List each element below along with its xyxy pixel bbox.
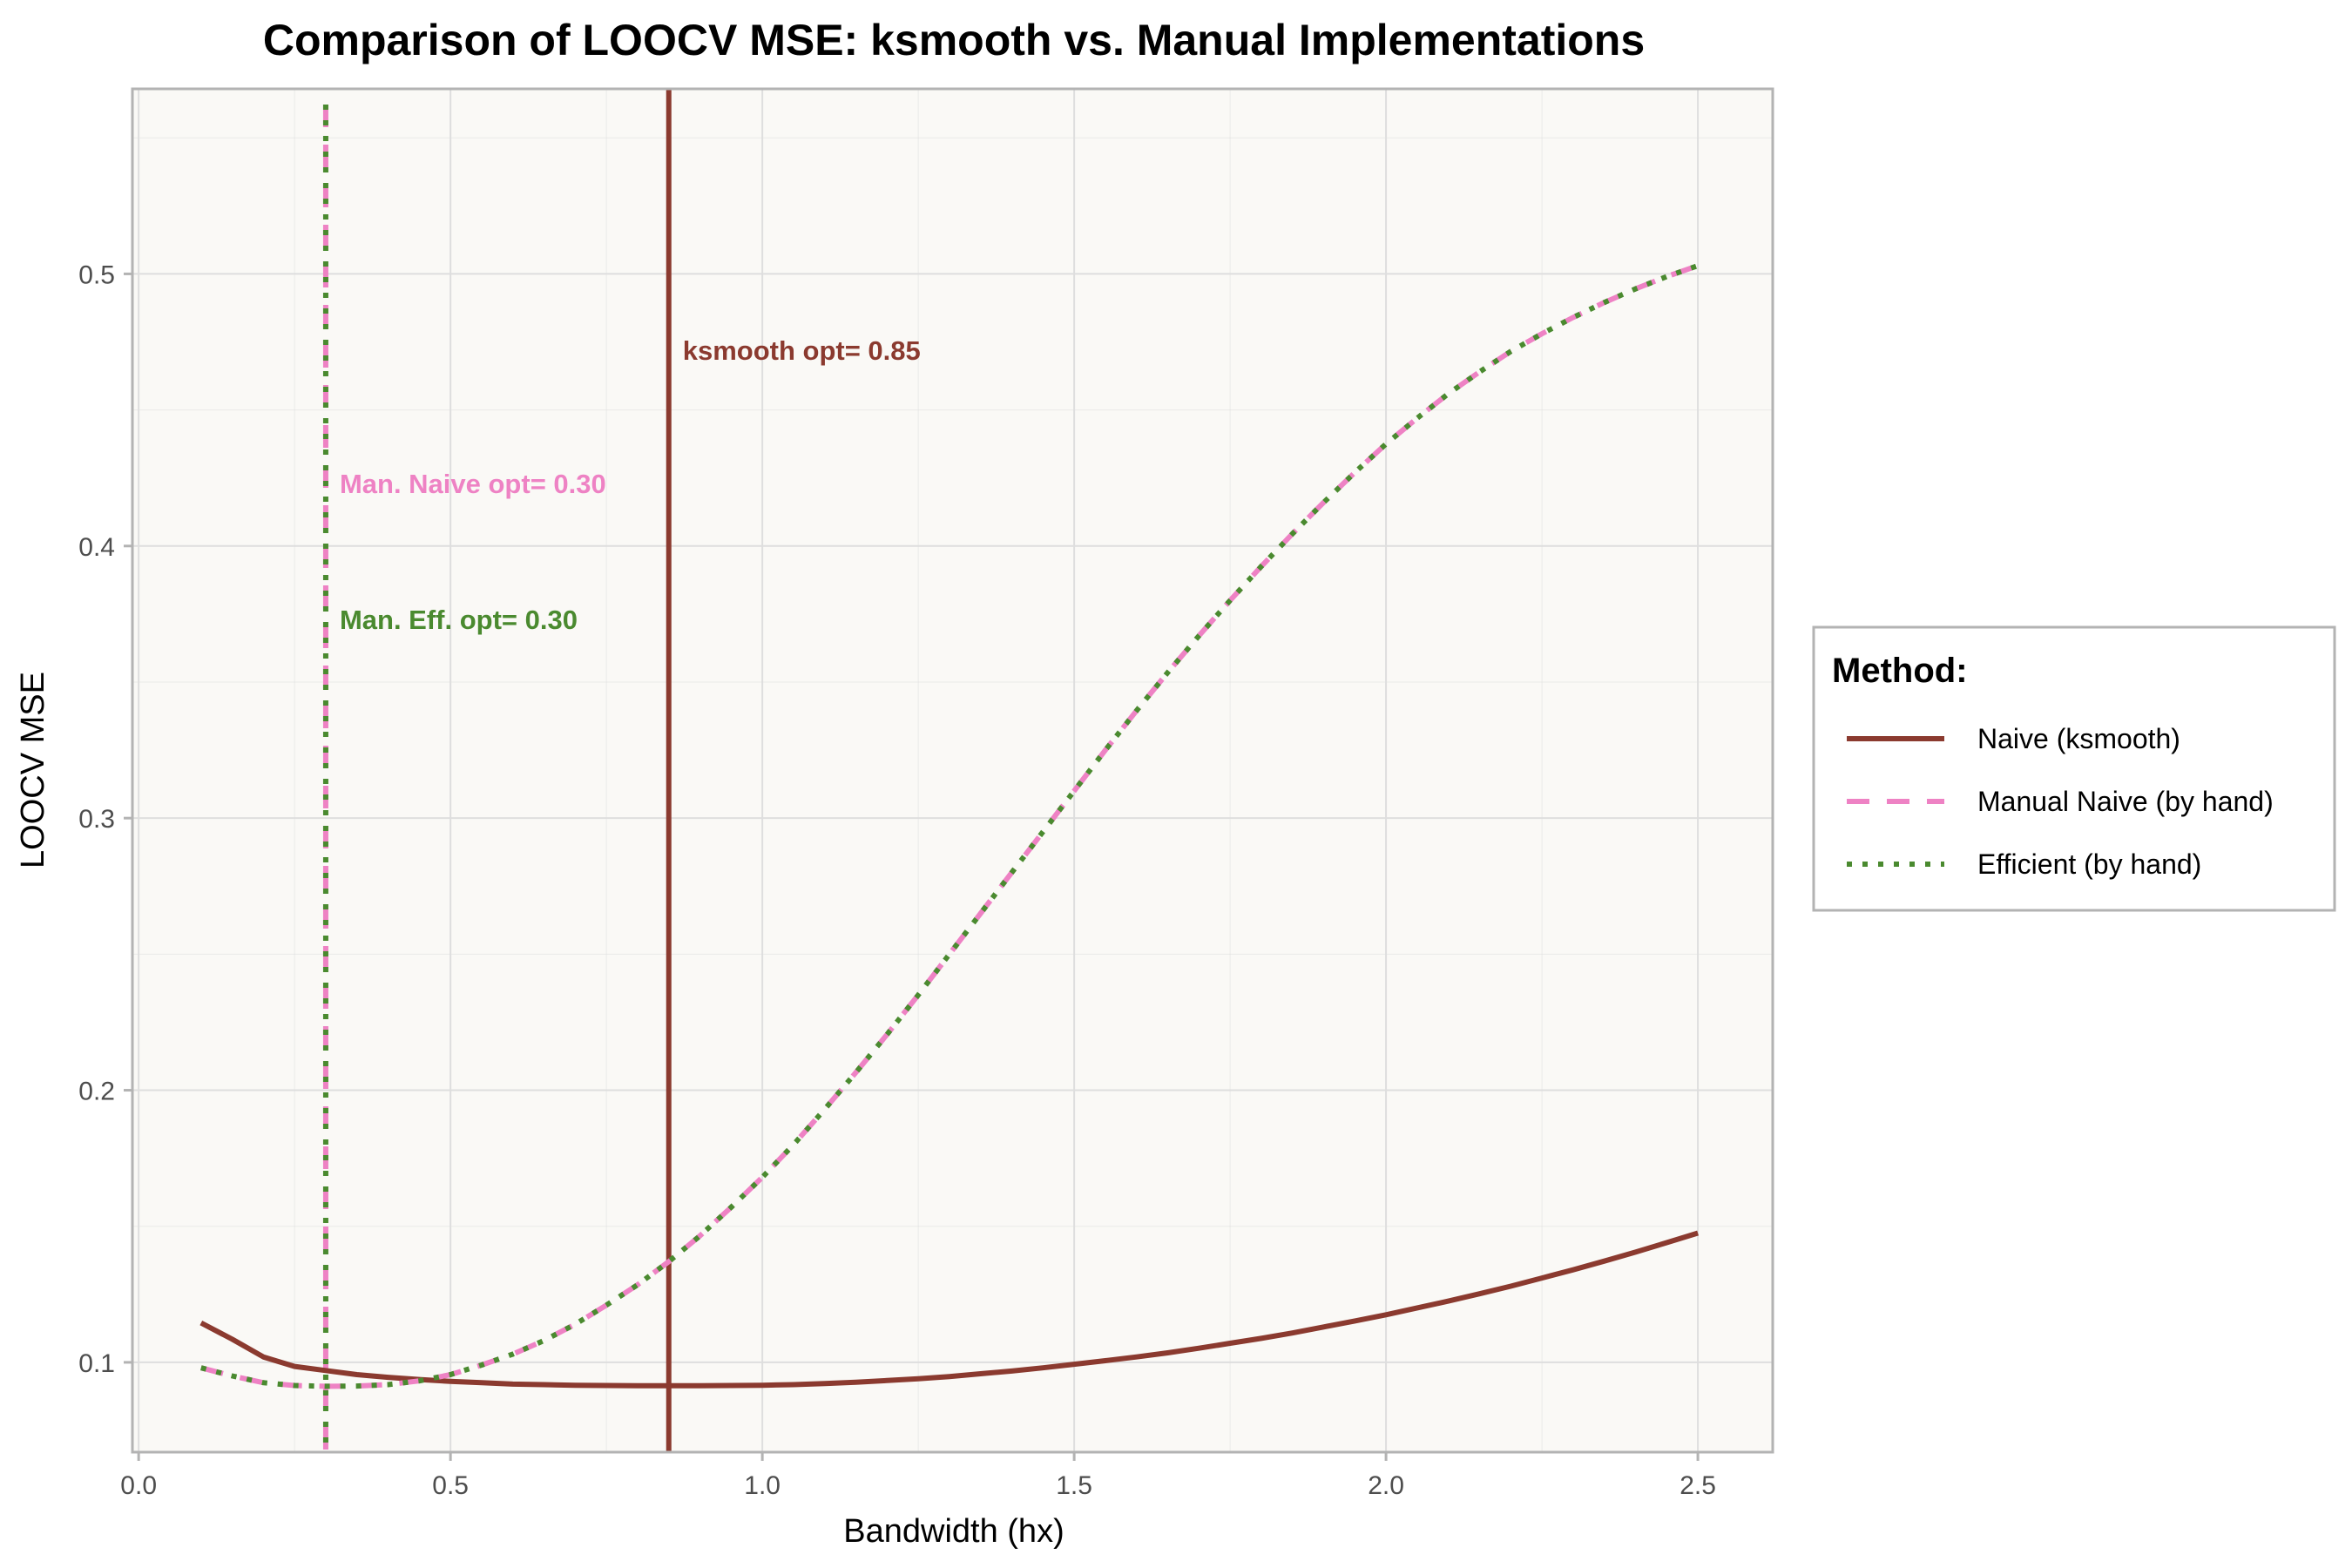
optimum-annotation-3: Man. Eff. opt= 0.30 bbox=[340, 605, 578, 635]
plot-background bbox=[132, 89, 1773, 1452]
y-tick-label: 0.4 bbox=[78, 533, 115, 562]
plot-area: ksmooth opt= 0.85 Man. Naive opt= 0.30 Man… bbox=[78, 87, 1774, 1500]
x-tick-label: 0.0 bbox=[120, 1471, 157, 1500]
y-tick-label: 0.2 bbox=[78, 1078, 115, 1106]
series-line-1 bbox=[199, 1230, 1699, 1389]
legend-box bbox=[1812, 625, 2336, 912]
series-line-3 bbox=[200, 263, 1700, 1389]
legend: Method: Naive (ksmooth) Manual Naive (by … bbox=[1812, 625, 2336, 912]
y-tick-label: 0.1 bbox=[78, 1349, 115, 1378]
optimum-annotation-1: ksmooth opt= 0.85 bbox=[683, 335, 921, 366]
x-tick-label: 1.5 bbox=[1056, 1471, 1092, 1500]
optimum-annotation-2: Man. Naive opt= 0.30 bbox=[340, 469, 606, 499]
y-axis-label: LOOCV MSE bbox=[15, 672, 51, 868]
chart-title: Comparison of LOOCV MSE: ksmooth vs. Man… bbox=[263, 16, 1645, 64]
x-tick-label: 1.0 bbox=[744, 1471, 781, 1500]
plot-border bbox=[131, 87, 1774, 1454]
x-axis-label: Bandwidth (hx) bbox=[843, 1513, 1064, 1550]
y-tick-label: 0.5 bbox=[78, 260, 115, 289]
x-tick-label: 0.5 bbox=[432, 1471, 469, 1500]
y-tick-label: 0.3 bbox=[78, 805, 115, 834]
x-tick-label: 2.0 bbox=[1368, 1471, 1404, 1500]
legend-title: Method: bbox=[1832, 652, 1968, 690]
legend-label-1: Naive (ksmooth) bbox=[1977, 723, 2180, 754]
x-tick-label: 2.5 bbox=[1680, 1471, 1716, 1500]
legend-label-3: Efficient (by hand) bbox=[1977, 848, 2201, 880]
legend-label-2: Manual Naive (by hand) bbox=[1977, 786, 2274, 817]
